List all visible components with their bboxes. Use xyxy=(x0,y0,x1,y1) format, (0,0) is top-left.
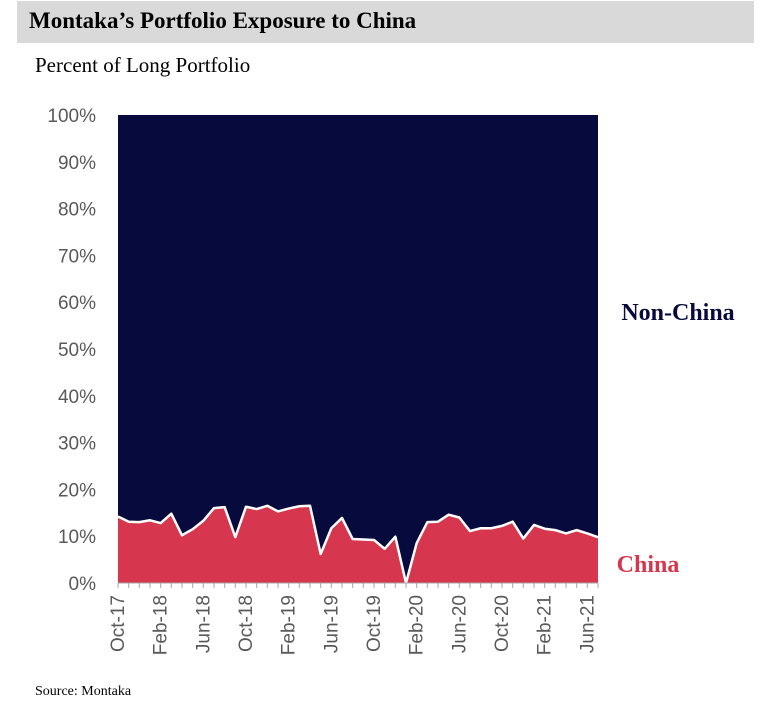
x-tick-label: Jun-19 xyxy=(321,595,342,653)
y-tick-label: 0% xyxy=(69,574,97,595)
x-tick-label: Jun-20 xyxy=(449,595,470,653)
x-tick-label: Feb-21 xyxy=(535,595,556,655)
x-tick-label: Oct-20 xyxy=(492,595,513,652)
source-note: Source: Montaka xyxy=(35,684,132,699)
x-tick-label: Oct-19 xyxy=(364,595,385,652)
area-non-china xyxy=(118,115,598,583)
title-bar: Montaka’s Portfolio Exposure to China xyxy=(17,1,754,43)
y-tick-label: 60% xyxy=(58,293,96,314)
y-tick-label: 40% xyxy=(58,387,96,408)
series-label-non-china: Non-China xyxy=(621,300,734,326)
x-tick-label: Oct-17 xyxy=(108,595,129,652)
y-tick-label: 80% xyxy=(58,200,96,221)
chart-title: Montaka’s Portfolio Exposure to China xyxy=(29,8,417,33)
plot-area xyxy=(117,115,599,585)
y-tick-label: 10% xyxy=(58,527,96,548)
y-tick-label: 30% xyxy=(58,434,96,455)
x-tick-label: Jun-18 xyxy=(193,595,214,653)
y-tick-label: 100% xyxy=(47,106,96,127)
x-tick-label: Feb-20 xyxy=(407,595,428,655)
y-tick-label: 20% xyxy=(58,480,96,501)
x-tick-label: Feb-19 xyxy=(279,595,300,655)
y-tick-label: 90% xyxy=(58,153,96,174)
x-tick-label: Feb-18 xyxy=(151,595,172,655)
series-label-china: China xyxy=(617,552,680,578)
area-china xyxy=(118,505,598,583)
x-axis: Oct-17 Feb-18 Jun-18 Oct-18 Feb-19 Jun-19 Oct-… xyxy=(108,582,599,655)
x-tick-label: Jun-21 xyxy=(577,595,598,653)
series-boundary-line xyxy=(117,504,599,585)
y-tick-label: 50% xyxy=(58,340,96,361)
x-tick-label: Oct-18 xyxy=(236,595,257,652)
y-axis: 0% 10% 20% 30% 40% 50% 60% 70% 80% 90% 100% xyxy=(47,106,96,595)
chart-subtitle: Percent of Long Portfolio xyxy=(35,53,251,77)
y-tick-label: 70% xyxy=(58,246,96,267)
